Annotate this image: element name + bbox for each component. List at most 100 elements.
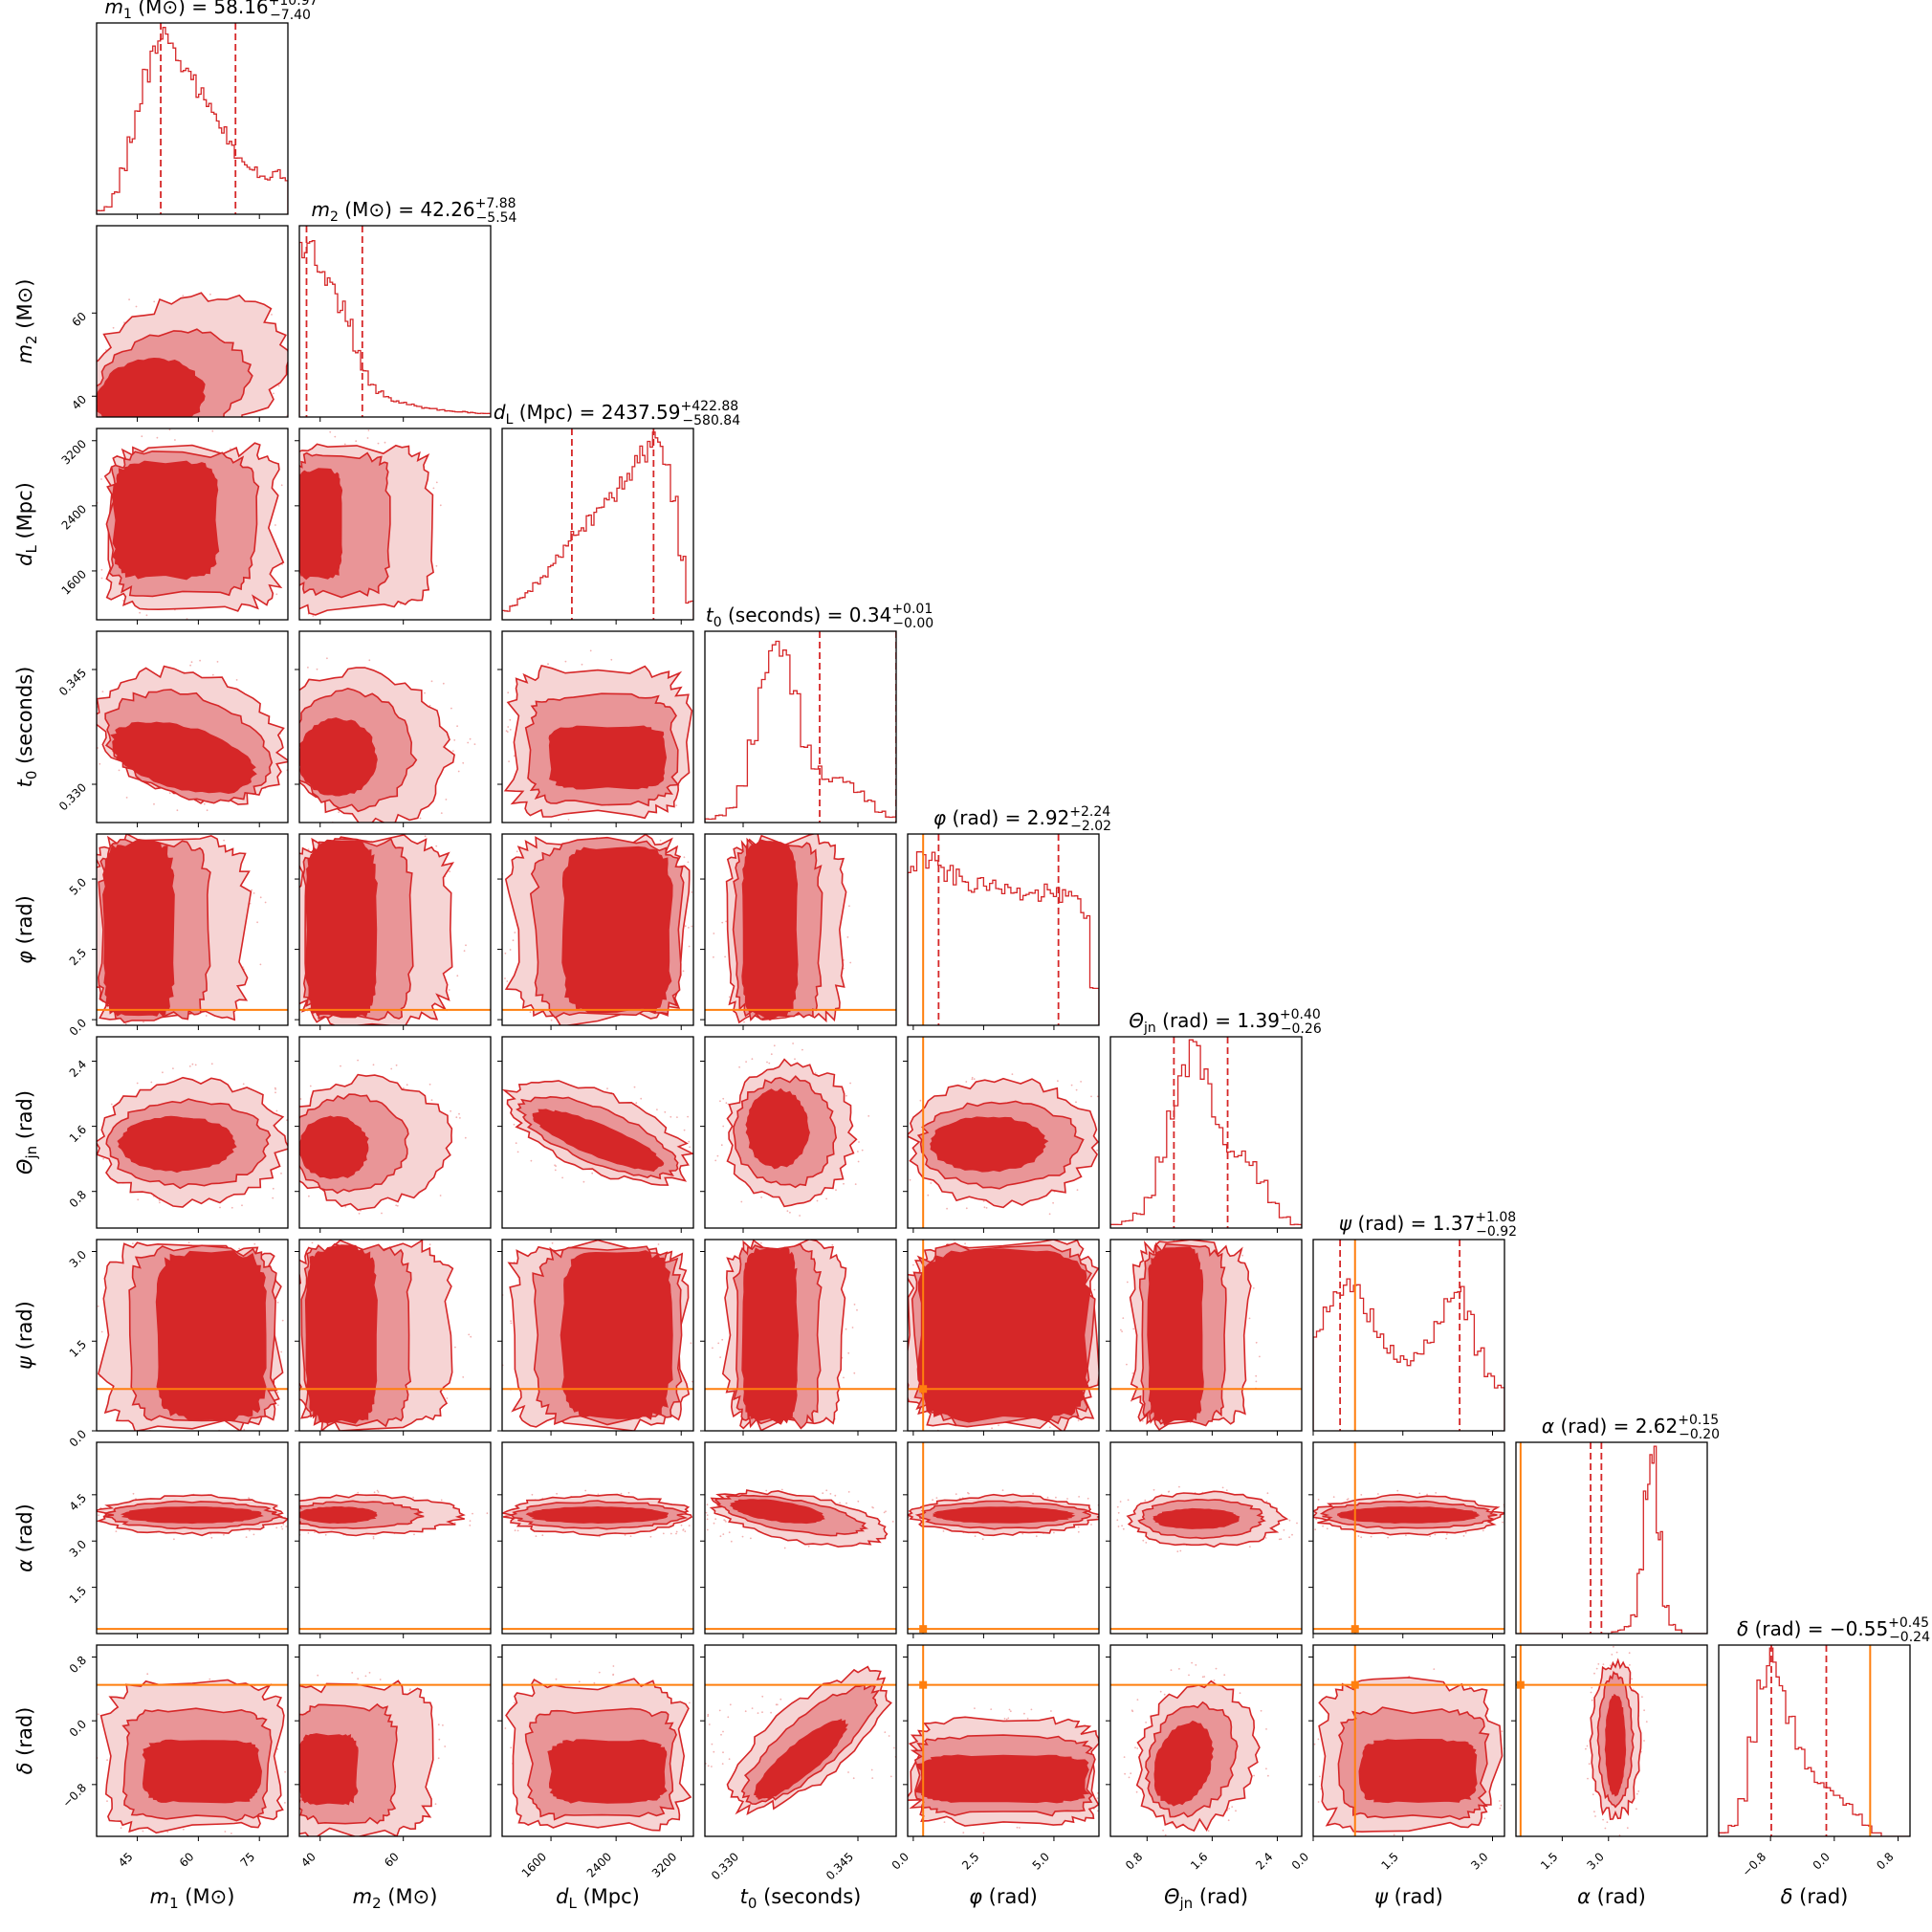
sample-point	[494, 1315, 496, 1317]
sample-point	[170, 443, 172, 445]
hist-panel-t0: t0 (seconds) = 0.34+0.01 −0.00	[704, 602, 933, 827]
title-minus: −0.24	[1889, 1630, 1930, 1645]
sample-point	[1326, 1527, 1328, 1530]
sample-point	[289, 507, 291, 509]
label-unit: (seconds)	[13, 667, 36, 771]
sample-point	[395, 1064, 398, 1066]
sample-point	[259, 896, 262, 899]
sample-point	[324, 1533, 327, 1536]
sample-point	[722, 1125, 725, 1128]
axis-frame	[96, 225, 289, 418]
sample-point	[714, 1518, 717, 1521]
x-tick-label: 0.0	[1289, 1850, 1311, 1872]
sample-point	[713, 1750, 715, 1753]
sample-point	[633, 1086, 636, 1088]
sample-point	[1127, 1499, 1130, 1502]
sample-point	[253, 1242, 256, 1245]
sample-point	[711, 1743, 714, 1745]
sample-point	[291, 550, 293, 552]
sample-point	[942, 1530, 945, 1532]
sample-point	[132, 1242, 134, 1245]
sample-point	[1405, 1534, 1407, 1537]
sample-point	[1433, 1668, 1436, 1670]
sample-point	[283, 682, 285, 684]
sample-point	[716, 1154, 719, 1157]
sample-point	[1101, 1372, 1103, 1373]
sample-point	[340, 1065, 341, 1067]
sample-point	[240, 451, 242, 453]
panel-content	[97, 1492, 288, 1631]
sample-point	[1003, 1718, 1006, 1720]
sample-point	[1136, 1699, 1139, 1701]
sample-point	[713, 1522, 715, 1525]
sample-point	[1602, 1663, 1605, 1665]
sample-point	[682, 970, 685, 973]
sample-point	[1119, 1501, 1122, 1503]
sample-point	[891, 1119, 893, 1121]
sample-point	[712, 1347, 714, 1350]
sample-point	[364, 1675, 367, 1678]
sample-point	[106, 1759, 108, 1762]
sample-point	[277, 384, 280, 387]
sample-point	[510, 1746, 513, 1749]
title-symbol: α	[1542, 1415, 1554, 1438]
sample-point	[307, 667, 309, 669]
sample-point	[870, 1768, 873, 1771]
panel-content	[299, 1240, 491, 1431]
hist-panel-psi: ψ (rad) = 1.37+1.08 −0.92	[1312, 1210, 1517, 1436]
sample-point	[719, 1100, 721, 1103]
sample-point	[456, 975, 459, 977]
sample-point	[683, 1129, 686, 1131]
sample-point	[884, 1731, 887, 1733]
sample-point	[780, 1488, 783, 1491]
sample-point	[1007, 1717, 1010, 1720]
sample-point	[650, 1236, 652, 1238]
sample-point	[722, 1751, 724, 1754]
x-tick-label: 1.5	[1378, 1850, 1400, 1872]
sample-point	[635, 823, 637, 825]
contour-inner	[155, 1250, 267, 1422]
sample-point	[893, 1746, 895, 1749]
axis-frame	[704, 1644, 897, 1837]
sample-point	[93, 893, 95, 895]
x-tick-label: 2400	[584, 1850, 614, 1879]
hist-panel-alpha: α (rad) = 2.62+0.15 −0.20	[1515, 1413, 1720, 1638]
sample-point	[849, 961, 852, 964]
joint-panel-phi-vs-m1	[92, 833, 289, 1030]
sample-point	[725, 920, 728, 923]
label-subscript: jn	[1178, 1895, 1193, 1912]
sample-point	[1637, 1790, 1640, 1792]
sample-point	[514, 1701, 516, 1704]
x-tick-label: 75	[238, 1850, 258, 1870]
sample-point	[1464, 1531, 1467, 1534]
joint-panel-delta-vs-m2	[295, 1644, 492, 1841]
sample-point	[1075, 1088, 1078, 1091]
panel-content	[888, 1037, 1099, 1228]
joint-panel-delta-vs-phi	[903, 1644, 1100, 1841]
sample-point	[293, 1153, 295, 1155]
sample-point	[219, 1206, 221, 1209]
joint-panel-alpha-vs-t0	[700, 1441, 897, 1638]
title-plus: +0.15	[1678, 1413, 1719, 1428]
sample-point	[627, 1491, 630, 1494]
sample-point	[256, 434, 258, 436]
sample-point	[279, 1507, 281, 1509]
sample-point	[87, 695, 89, 697]
title-symbol: d	[494, 401, 506, 424]
joint-panel-m2-vs-m1	[92, 225, 289, 453]
sample-point	[888, 1163, 889, 1165]
sample-point	[91, 1752, 93, 1754]
sample-point	[1267, 1774, 1269, 1777]
sample-point	[292, 516, 294, 517]
sample-point	[857, 1500, 860, 1503]
sample-point	[701, 1517, 703, 1519]
axis-frame	[298, 1644, 492, 1837]
contour-inner	[299, 1505, 378, 1525]
sample-point	[150, 1237, 152, 1239]
sample-point	[199, 659, 202, 662]
sample-point	[1136, 1747, 1139, 1749]
sample-point	[1122, 1317, 1125, 1319]
sample-point	[84, 1745, 86, 1746]
label-unit: (M⊙)	[13, 279, 36, 336]
sample-point	[464, 1136, 467, 1139]
